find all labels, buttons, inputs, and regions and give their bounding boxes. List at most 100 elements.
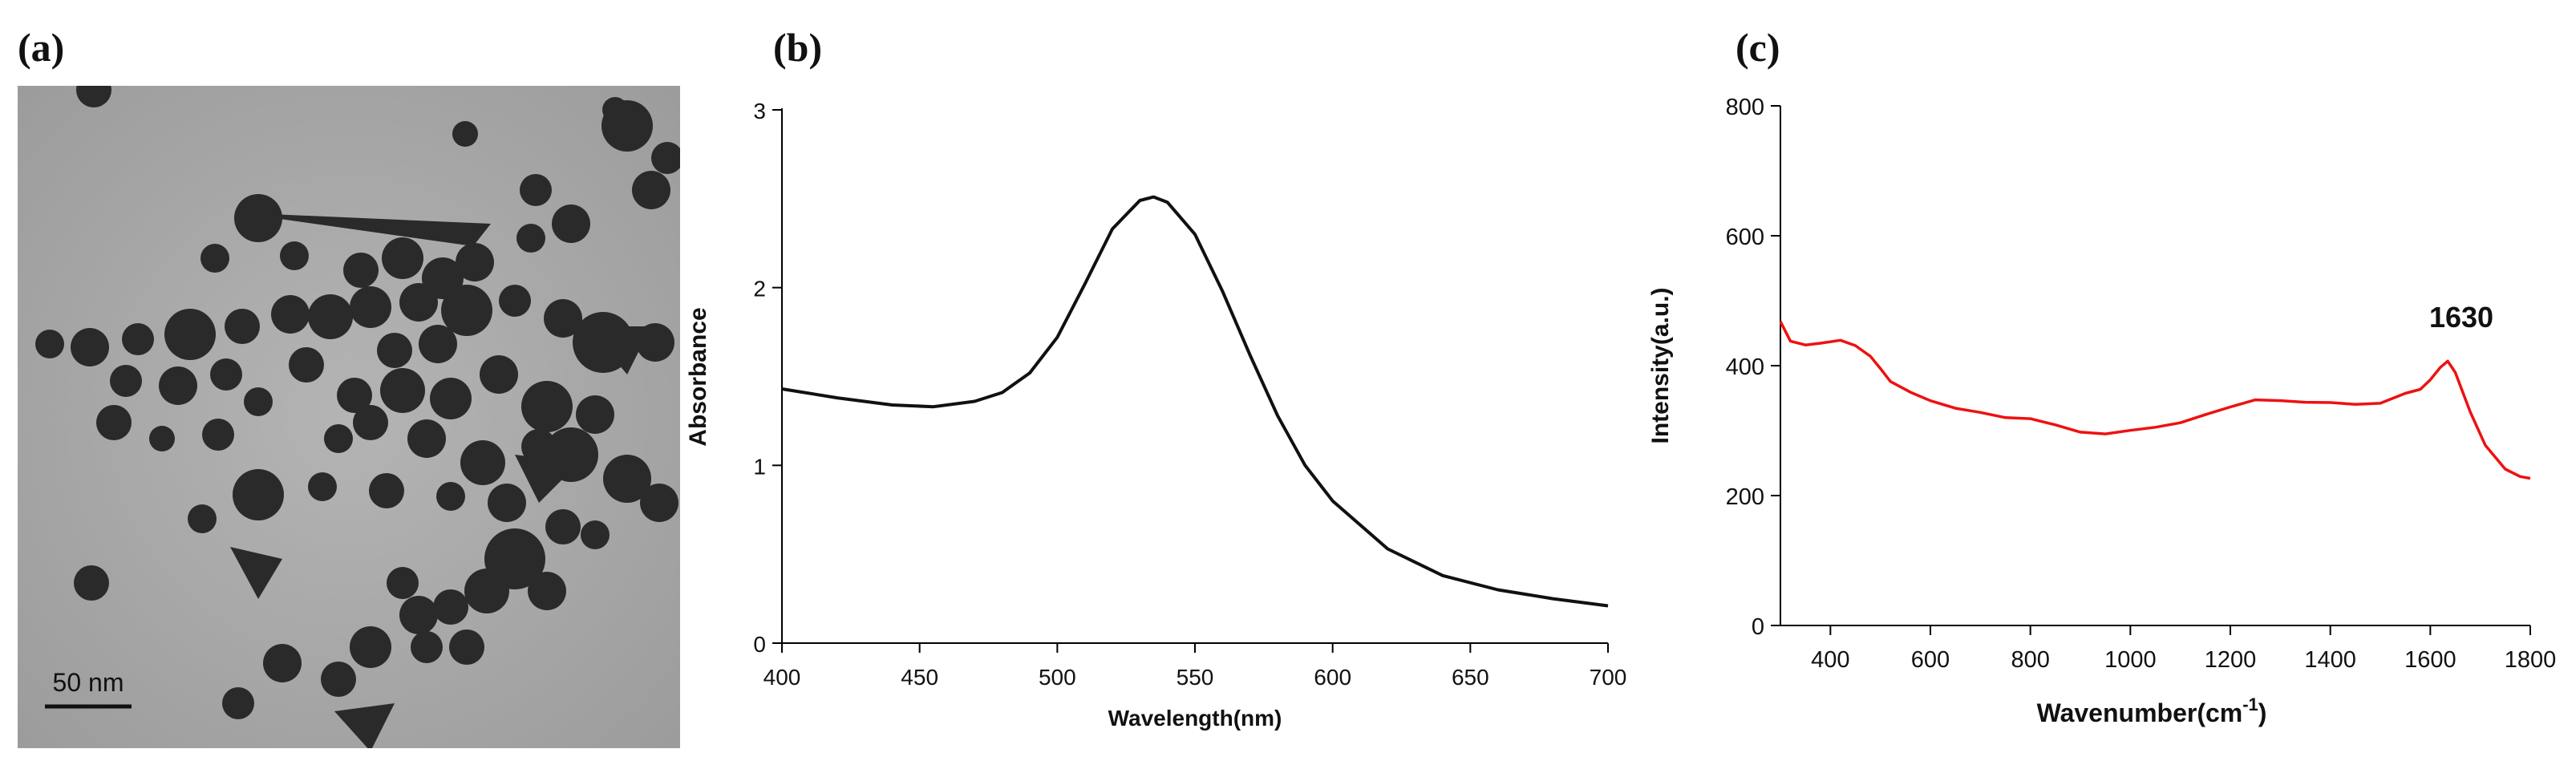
nanoparticle: [343, 253, 379, 288]
nanoparticle: [441, 285, 492, 336]
x-axis-label-superscript: -1: [2242, 694, 2258, 714]
nanoparticle: [76, 86, 111, 107]
nanoparticle: [528, 572, 566, 610]
y-tick-label: 800: [1726, 95, 1764, 120]
nanoparticle: [271, 295, 310, 334]
nanoparticle: [159, 366, 197, 405]
x-ticks: 400 600 800 1000 1200 1400 1600 1800: [1811, 625, 2556, 673]
nanoparticle: [225, 309, 260, 344]
nanoparticle: [222, 687, 254, 719]
nanoparticle: [516, 224, 545, 253]
nanoparticle: [188, 504, 217, 533]
nanoparticle: [399, 596, 438, 634]
y-axis-label: Absorbance: [685, 307, 711, 446]
x-axis-label: Wavenumber(cm-1): [2037, 694, 2267, 727]
nanoparticle: [515, 455, 579, 503]
x-tick-label: 600: [1314, 665, 1351, 690]
nanoparticle: [449, 629, 484, 665]
nanoparticle: [369, 473, 404, 508]
panel-label-c: (c): [1736, 25, 1780, 70]
nanoparticle: [149, 426, 175, 451]
nanoparticle: [521, 381, 573, 432]
nanoparticle: [377, 333, 412, 368]
y-tick-label: 200: [1726, 484, 1764, 510]
nanoparticle: [71, 328, 109, 366]
absorbance-chart: 400 450 500 550 600 650 700 0 1 2 3 Wavelength(nm…: [685, 99, 1626, 731]
nanoparticle: [460, 440, 505, 485]
nanoparticle: [430, 378, 472, 419]
nanoparticle: [353, 405, 388, 440]
x-axis-label-end: ): [2258, 698, 2267, 727]
y-axis-label: Intensity(a.u.): [1647, 287, 1674, 443]
nanoparticle: [382, 237, 423, 279]
y-tick-label: 600: [1726, 225, 1764, 250]
nanoparticle: [544, 299, 582, 338]
nanoparticle: [263, 644, 302, 682]
nanoparticle: [234, 194, 282, 242]
nanoparticle: [96, 405, 132, 440]
nanoparticle: [456, 243, 494, 281]
nanoparticle: [452, 121, 478, 147]
x-tick-label: 1800: [2505, 647, 2557, 673]
y-tick-label: 0: [1752, 614, 1764, 640]
y-tick-label: 0: [753, 632, 766, 657]
nanoparticle: [308, 472, 337, 501]
nanoparticle: [233, 469, 284, 520]
x-tick-label: 550: [1177, 665, 1214, 690]
x-tick-label: 1600: [2404, 647, 2457, 673]
x-tick-label: 650: [1452, 665, 1489, 690]
nanoparticle: [244, 387, 273, 416]
x-tick-label: 400: [1811, 647, 1849, 673]
nanoparticle: [200, 244, 229, 273]
panel-label-a: (a): [18, 25, 65, 70]
y-tick-label: 3: [753, 99, 766, 123]
nanoparticle: [202, 419, 234, 451]
x-tick-label: 400: [763, 665, 801, 690]
x-tick-label: 450: [901, 665, 938, 690]
peak-annotation: 1630: [2429, 301, 2493, 334]
x-tick-label: 800: [2011, 647, 2049, 673]
scale-bar-label: 50 nm: [53, 668, 124, 697]
y-tick-label: 2: [753, 277, 766, 302]
nanoparticle: [587, 326, 651, 374]
nanoparticle: [35, 330, 64, 358]
x-axis-label: Wavelength(nm): [1108, 706, 1282, 731]
nanoparticle: [230, 547, 282, 599]
nanoparticle: [350, 626, 391, 668]
x-tick-label: 500: [1039, 665, 1076, 690]
absorbance-line: [781, 195, 1609, 608]
x-tick-label: 1000: [2104, 647, 2157, 673]
tem-image: 50 nm: [18, 86, 680, 748]
x-axis-label-main: Wavenumber(cm: [2037, 698, 2243, 727]
nanoparticle: [350, 286, 391, 328]
nanoparticle: [651, 142, 680, 174]
nanoparticle: [640, 484, 678, 522]
nanoparticle: [552, 204, 590, 243]
nanoparticle: [289, 347, 324, 383]
nanoparticle: [74, 565, 109, 601]
nanoparticle: [603, 455, 651, 503]
nanoparticle: [122, 323, 154, 355]
y-tick-label: 400: [1726, 354, 1764, 380]
nanoparticle: [436, 482, 465, 511]
raman-chart: 400 600 800 1000 1200 1400 1600 1800 0 200 400 600…: [1647, 95, 2556, 727]
nanoparticle: [545, 509, 581, 544]
nanoparticle: [334, 703, 395, 748]
nanoparticle: [480, 355, 518, 394]
y-ticks: 0 1 2 3: [753, 99, 782, 657]
nanoparticle: [164, 309, 216, 360]
panel-label-b: (b): [773, 25, 823, 70]
nanoparticle: [576, 395, 614, 434]
nanoparticle: [210, 358, 242, 391]
nanoparticle: [407, 419, 446, 458]
nanoparticle: [488, 484, 526, 522]
nanoparticle: [433, 589, 468, 625]
nanoparticle: [308, 294, 353, 339]
x-tick-label: 1200: [2205, 647, 2257, 673]
nanoparticle: [324, 424, 353, 453]
nanoparticle: [632, 171, 670, 209]
nanoparticle: [484, 528, 545, 589]
nanoparticle: [337, 378, 372, 413]
x-tick-label: 600: [1911, 647, 1950, 673]
nanoparticle: [520, 174, 552, 206]
